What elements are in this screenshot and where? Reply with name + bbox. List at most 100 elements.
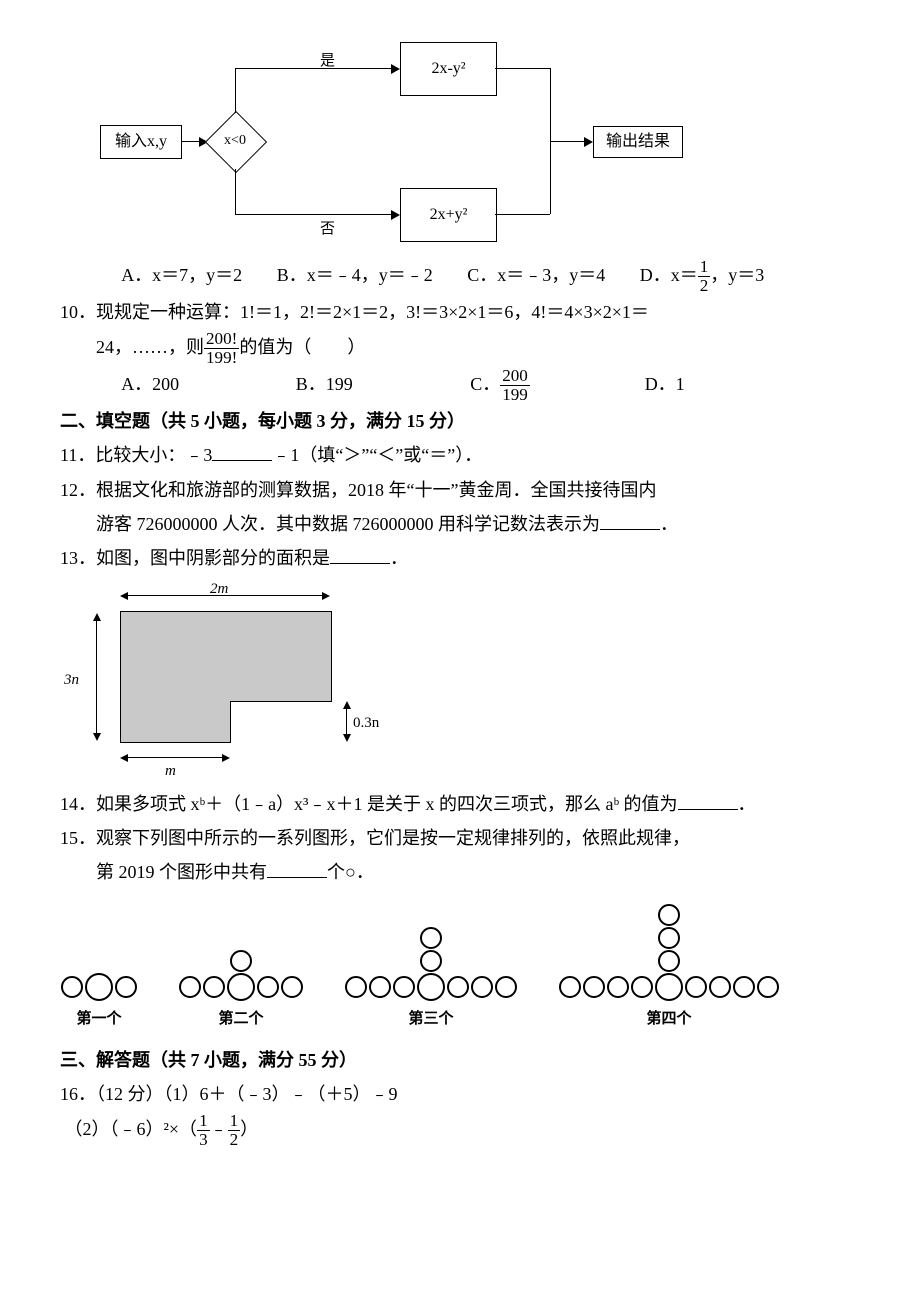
q12-line1: 12．根据文化和旅游部的测算数据，2018 年“十一”黄金周．全国共接待国内	[60, 473, 860, 507]
circle-icon	[655, 973, 683, 1001]
circle-icon	[631, 976, 653, 998]
blank	[678, 791, 738, 810]
flow-output-box: 输出结果	[593, 126, 683, 158]
q16-mid: ﹣	[210, 1119, 228, 1139]
fraction: 12	[228, 1112, 241, 1149]
arrowhead-icon	[343, 734, 351, 742]
circle-icon	[471, 976, 493, 998]
circle-icon	[115, 976, 137, 998]
q10-line2-suffix: 的值为（ ）	[239, 337, 365, 357]
pattern-item: 第一个	[60, 973, 138, 1034]
q12-line2-suffix: ．	[660, 514, 678, 534]
q15-line1: 15．观察下列图中所示的一系列图形，它们是按一定规律排列的，依照此规律，	[60, 821, 860, 855]
circle-icon	[281, 976, 303, 998]
circle-icon	[420, 927, 442, 949]
q16-line2-suffix: ）	[240, 1119, 258, 1139]
q13-suffix: ．	[390, 548, 408, 568]
pattern-item: 第四个	[558, 904, 780, 1034]
fraction: 200!199!	[204, 330, 239, 367]
frac-num: 200	[500, 367, 530, 386]
fraction: 12	[698, 258, 711, 295]
flow-arrow	[584, 137, 593, 147]
circle-icon	[447, 976, 469, 998]
circle-icon	[757, 976, 779, 998]
q12-line2-prefix: 游客 726000000 人次．其中数据 726000000 用科学记数法表示为	[96, 514, 600, 534]
dim-label-top: 2m	[210, 575, 228, 604]
blank	[267, 859, 327, 878]
circle-icon	[658, 927, 680, 949]
circle-icon	[393, 976, 415, 998]
circle-icon	[658, 950, 680, 972]
frac-num: 1	[698, 258, 711, 277]
q14-suffix: ．	[738, 794, 756, 814]
choice-d: D．x＝12，y＝3	[640, 258, 765, 295]
flow-edge	[235, 68, 395, 69]
circle-icon	[85, 973, 113, 1001]
q10-line1: 10．现规定一种运算：1!＝1，2!＝2×1＝2，3!＝3×2×1＝6，4!＝4…	[60, 295, 860, 329]
flow-no-label: 否	[320, 215, 335, 244]
blank	[212, 442, 272, 461]
flowchart-diagram: 输入x,y x<0 是 2x-y² 否 2x+y² 输出结果	[100, 50, 740, 250]
dim-label-right: 0.3n	[353, 709, 379, 738]
q13: 13．如图，图中阴影部分的面积是．	[60, 541, 860, 575]
flow-edge	[235, 214, 395, 215]
q15-line2: 第 2019 个图形中共有个○．	[60, 855, 860, 889]
arrowhead-icon	[343, 701, 351, 709]
arrowhead-icon	[93, 733, 101, 741]
blank	[330, 545, 390, 564]
section-2-heading: 二、填空题（共 5 小题，每小题 3 分，满分 15 分）	[60, 404, 860, 438]
frac-num: 200!	[204, 330, 239, 349]
flow-bottom-box: 2x+y²	[400, 188, 497, 242]
section-3-heading: 三、解答题（共 7 小题，满分 55 分）	[60, 1043, 860, 1077]
q15-patterns: 第一个第二个 第三个第四个	[60, 904, 860, 1034]
choice-a: A．200	[121, 367, 261, 401]
arrowhead-icon	[222, 754, 230, 762]
arrowhead-icon	[93, 613, 101, 621]
q16-line1: 16．（12 分）（1）6＋（﹣3）﹣（＋5）﹣9	[60, 1077, 860, 1111]
pattern-caption: 第二个	[218, 1005, 263, 1034]
fraction: 13	[197, 1112, 210, 1149]
circle-icon	[230, 950, 252, 972]
q11-prefix: 11．比较大小：﹣3	[60, 445, 212, 465]
pattern-item: 第三个	[344, 927, 518, 1034]
flow-edge	[550, 141, 588, 142]
choice-a: A．x＝7，y＝2	[121, 258, 242, 292]
flow-edge	[235, 169, 236, 214]
circle-icon	[257, 976, 279, 998]
q12-line2: 游客 726000000 人次．其中数据 726000000 用科学记数法表示为…	[60, 507, 860, 541]
choice-c: C．200199	[470, 367, 610, 404]
pattern-item: 第二个	[178, 950, 304, 1034]
flow-edge	[495, 68, 550, 69]
flow-decision: x<0	[205, 111, 265, 171]
circle-icon	[345, 976, 367, 998]
q-flow-choices: A．x＝7，y＝2 B．x＝﹣4，y＝﹣2 C．x＝﹣3，y＝4 D．x＝12，…	[60, 258, 860, 295]
frac-den: 199	[500, 386, 530, 404]
fraction: 200199	[500, 367, 530, 404]
q10-line2-prefix: 24，……，则	[96, 337, 204, 357]
circle-icon	[559, 976, 581, 998]
choice-d-prefix: D．x＝	[640, 265, 698, 285]
frac-den: 3	[197, 1131, 210, 1149]
circle-icon	[227, 973, 255, 1001]
flow-edge	[235, 68, 236, 113]
frac-num: 1	[228, 1112, 241, 1131]
arrowhead-icon	[322, 592, 330, 600]
dim-label-left: 3n	[64, 666, 79, 695]
q10-choices: A．200 B．199 C．200199 D．1	[60, 367, 860, 404]
cutout-rect	[230, 701, 332, 743]
frac-num: 1	[197, 1112, 210, 1131]
flow-arrow	[391, 64, 400, 74]
q11: 11．比较大小：﹣3﹣1（填“＞”“＜”或“＝”）．	[60, 438, 860, 472]
circle-icon	[495, 976, 517, 998]
circle-icon	[203, 976, 225, 998]
circle-icon	[658, 904, 680, 926]
circle-icon	[685, 976, 707, 998]
circle-icon	[709, 976, 731, 998]
flow-arrow	[391, 210, 400, 220]
circle-icon	[417, 973, 445, 1001]
q13-figure: 2m 3n m 0.3n	[60, 581, 370, 781]
frac-den: 2	[228, 1131, 241, 1149]
circle-icon	[179, 976, 201, 998]
circle-icon	[420, 950, 442, 972]
q16-line2: （2）（﹣6）²×（13﹣12）	[60, 1112, 860, 1149]
